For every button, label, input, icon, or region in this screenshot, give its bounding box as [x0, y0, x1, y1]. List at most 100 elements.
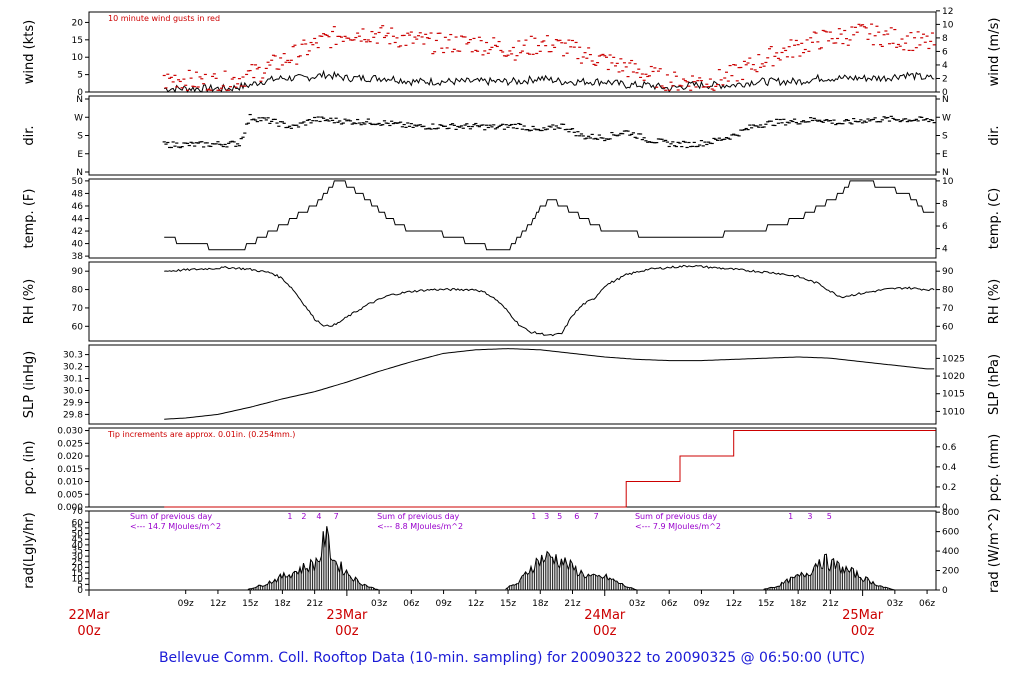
radiation-day-1	[247, 526, 380, 591]
ytick-label-right-temp: 10	[942, 177, 954, 187]
xtick-label: 15z	[242, 599, 258, 609]
panel-note-pcp: Tip increments are approx. 0.01in. (0.25…	[107, 430, 295, 439]
radiation-hour-marker: 7	[594, 512, 599, 521]
ytick-label-left-rad: 5	[77, 580, 83, 590]
ylabel-right-dir: dir.	[987, 125, 1002, 145]
ytick-label-left-rad: 15	[72, 569, 83, 579]
ytick-label-right-wind: 4	[942, 61, 948, 71]
ytick-label-left-rad: 10	[72, 575, 84, 585]
radiation-hour-marker: 1	[287, 512, 292, 521]
ylabel-left-wind: wind (kts)	[22, 20, 37, 84]
radiation-hour-marker: 1	[531, 512, 536, 521]
ytick-label-left-pcp: 0.000	[57, 503, 83, 513]
ytick-label-left-rad: 50	[72, 530, 84, 540]
ytick-label-right-pcp: 0.4	[942, 463, 957, 473]
ytick-label-left-rad: 30	[72, 552, 84, 562]
ytick-label-right-rad: 200	[942, 567, 959, 577]
radiation-hour-marker: 4	[316, 512, 321, 521]
ytick-label-left-temp: 46	[72, 202, 84, 212]
ytick-label-right-rad: 600	[942, 528, 959, 538]
ytick-label-left-wind: 5	[77, 71, 83, 81]
radiation-hour-marker: 5	[557, 512, 562, 521]
ytick-label-left-dir: E	[77, 150, 83, 160]
xtick-label: 06z	[661, 599, 677, 609]
xtick-label: 15z	[758, 599, 774, 609]
ylabel-right-rad: rad (W/m^2)	[987, 508, 1002, 593]
ytick-label-left-pcp: 0.025	[57, 439, 83, 449]
ytick-label-right-slp: 1020	[942, 372, 965, 382]
ytick-label-left-pcp: 0.015	[57, 465, 83, 475]
xtick-label: 18z	[532, 599, 548, 609]
panel-frame-rh	[88, 261, 937, 342]
xtick-label: 03z	[887, 599, 903, 609]
radiation-sum-label-3: Sum of previous day	[635, 512, 717, 521]
ytick-label-left-dir: W	[74, 113, 83, 123]
ytick-label-left-rh: 60	[72, 322, 84, 332]
day-label-date: 25Mar	[842, 608, 884, 623]
weather-chart: wind (kts) wind (m/s)0510152002468101210 …	[22, 7, 1002, 639]
wind-direction-marks	[162, 113, 936, 149]
ytick-label-right-pcp: 0.2	[942, 483, 956, 493]
xtick-label: 06z	[403, 599, 419, 609]
series-line-temp	[164, 180, 935, 251]
ytick-label-left-temp: 42	[72, 227, 83, 237]
xtick-label: 12z	[210, 599, 226, 609]
day-label-hour: 00z	[335, 624, 359, 639]
ytick-label-right-temp: 8	[942, 199, 948, 209]
day-label-hour: 00z	[77, 624, 101, 639]
xtick-label: 03z	[629, 599, 645, 609]
ytick-label-right-pcp: 0.6	[942, 443, 957, 453]
panel-frame-dir	[88, 95, 937, 176]
panel-frame-wind	[88, 11, 937, 93]
panel-note-wind: 10 minute wind gusts in red	[108, 14, 220, 23]
day-label-date: 23Mar	[326, 608, 368, 623]
ytick-label-left-rad: 35	[72, 547, 83, 557]
series-line-rh	[164, 264, 935, 337]
radiation-hour-marker: 1	[788, 512, 793, 521]
ytick-label-left-slp: 29.9	[63, 398, 83, 408]
ylabel-left-temp: temp. (F)	[22, 189, 37, 249]
ytick-label-right-rad: 400	[942, 547, 959, 557]
xtick-label: 09z	[178, 599, 194, 609]
ytick-label-left-rh: 70	[72, 304, 84, 314]
ylabel-right-wind: wind (m/s)	[987, 18, 1002, 87]
radiation-hour-marker: 5	[827, 512, 832, 521]
ylabel-right-rh: RH (%)	[987, 279, 1002, 324]
ytick-label-left-rad: 60	[72, 518, 84, 528]
ytick-label-right-dir: N	[942, 168, 949, 178]
ytick-label-right-slp: 1025	[942, 354, 965, 364]
radiation-hour-marker: 3	[807, 512, 812, 521]
ytick-label-left-slp: 30.1	[63, 375, 83, 385]
chart-title: Bellevue Comm. Coll. Rooftop Data (10-mi…	[158, 650, 866, 666]
series-line-pcp	[164, 430, 936, 508]
ytick-label-left-pcp: 0.005	[57, 490, 83, 500]
radiation-sum-label-2: Sum of previous day	[377, 512, 459, 521]
ytick-label-left-dir: N	[76, 95, 83, 105]
ytick-label-left-dir: S	[77, 132, 83, 142]
ytick-label-left-wind: 10	[72, 53, 84, 63]
ytick-label-left-wind: 20	[72, 18, 84, 28]
ytick-label-left-rad: 20	[72, 563, 84, 573]
xtick-label: 12z	[726, 599, 742, 609]
ytick-label-left-rad: 70	[72, 507, 84, 517]
ytick-label-right-slp: 1015	[942, 390, 965, 400]
ylabel-left-rad: rad(Lgly/hr)	[22, 512, 37, 588]
ytick-label-left-dir: N	[76, 168, 83, 178]
ytick-label-left-rad: 25	[72, 558, 83, 568]
radiation-sum-value-1: <--- 14.7 MJoules/m^2	[130, 522, 221, 531]
day-label-hour: 00z	[593, 624, 617, 639]
series-line-slp	[164, 348, 935, 420]
ylabel-left-pcp: pcp. (in)	[22, 441, 37, 495]
radiation-hour-marker: 3	[544, 512, 549, 521]
ylabel-right-slp: SLP (hPa)	[987, 354, 1002, 415]
day-label-date: 24Mar	[584, 608, 626, 623]
ytick-label-left-rad: 45	[72, 535, 83, 545]
xtick-label: 09z	[693, 599, 709, 609]
ylabel-right-temp: temp. (C)	[987, 188, 1002, 250]
ytick-label-right-temp: 4	[942, 245, 948, 255]
radiation-sum-value-2: <--- 8.8 MJoules/m^2	[377, 522, 463, 531]
ytick-label-left-rh: 90	[72, 267, 84, 277]
radiation-day-2	[505, 550, 638, 591]
xtick-label: 21z	[564, 599, 580, 609]
ytick-label-right-rh: 80	[942, 286, 954, 296]
